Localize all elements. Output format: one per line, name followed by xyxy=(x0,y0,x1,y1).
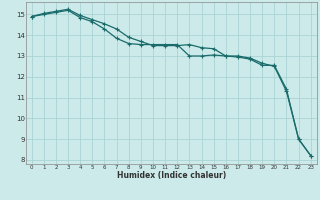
X-axis label: Humidex (Indice chaleur): Humidex (Indice chaleur) xyxy=(116,171,226,180)
